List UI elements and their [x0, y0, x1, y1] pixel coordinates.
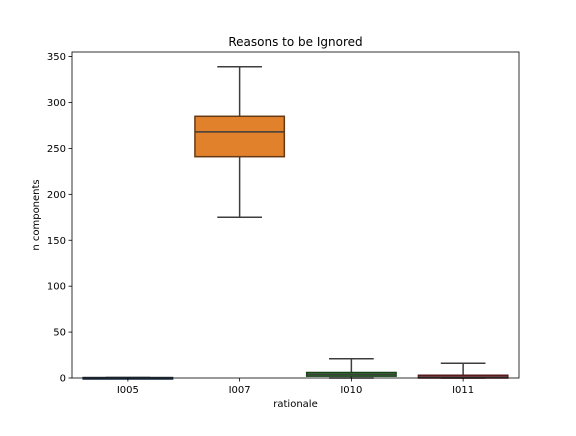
x-axis: I005 I007 I010 I011: [117, 378, 474, 396]
plot-area-frame: [71, 51, 520, 379]
y-tick-label: 150: [47, 236, 66, 247]
y-tick-label: 300: [47, 98, 66, 109]
x-tick-label: I005: [117, 385, 139, 396]
box-i007: [194, 65, 286, 219]
y-tick-label: 350: [47, 52, 66, 63]
x-axis-label: rationale: [273, 399, 317, 410]
y-tick-label: 250: [47, 144, 66, 155]
box-i011: [417, 362, 509, 379]
y-tick-label: 100: [47, 282, 66, 293]
y-axis: 0 50 100 150 200 250 300 350: [47, 52, 72, 385]
x-tick-label: I011: [452, 385, 474, 396]
x-tick-label: I010: [340, 385, 362, 396]
box-i010: [305, 357, 397, 379]
y-axis-label: n components: [31, 179, 42, 250]
chart-title: Reasons to be Ignored: [228, 35, 362, 49]
boxes-layer: [82, 65, 509, 380]
x-tick-label: I007: [229, 385, 251, 396]
y-tick-label: 50: [53, 328, 66, 339]
y-tick-label: 200: [47, 190, 66, 201]
iqr-box: [194, 115, 286, 158]
y-tick-label: 0: [60, 374, 66, 385]
